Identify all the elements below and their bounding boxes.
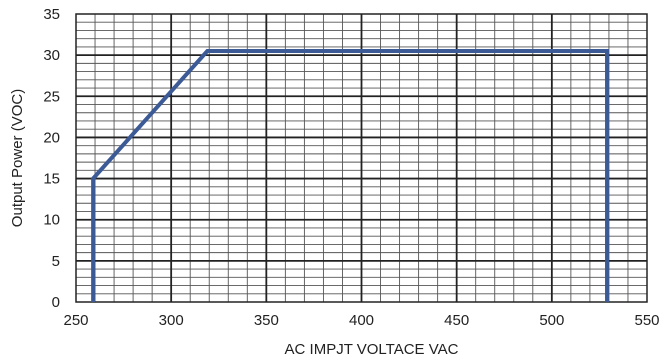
y-tick-label: 0 [52, 294, 60, 311]
grid-major [76, 14, 647, 302]
y-tick-label: 20 [43, 129, 60, 146]
x-tick-label: 350 [254, 312, 279, 329]
x-tick-label: 300 [159, 312, 184, 329]
y-tick-label: 25 [43, 88, 60, 105]
series-line-0 [91, 49, 610, 302]
x-tick-label: 450 [444, 312, 469, 329]
y-tick-label: 10 [43, 212, 60, 229]
y-tick-label: 35 [43, 6, 60, 23]
x-tick-label: 400 [349, 312, 374, 329]
y-tick-label: 30 [43, 47, 60, 64]
y-axis-label: Output Power (VOC) [9, 89, 26, 227]
y-tick-label: 5 [52, 253, 60, 270]
x-tick-label: 550 [634, 312, 659, 329]
x-tick-labels: 250 300 350 400 450 500 550 [63, 312, 659, 329]
series-layer [91, 49, 610, 302]
x-axis-label: AC IMPJT VOLTACE VAC [285, 341, 459, 358]
x-tick-label: 250 [63, 312, 88, 329]
y-tick-labels: 0 5 10 15 20 25 30 35 [43, 6, 60, 311]
plot-frame [75, 13, 648, 303]
x-tick-label: 500 [539, 312, 564, 329]
y-tick-label: 15 [43, 171, 60, 188]
